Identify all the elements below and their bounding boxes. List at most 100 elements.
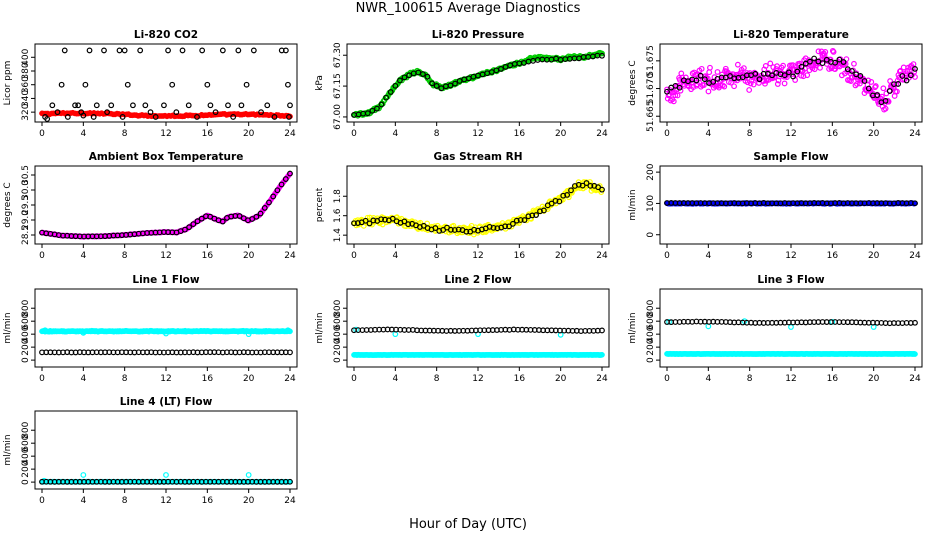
x-tick-label: 0 <box>351 129 357 139</box>
data-series <box>39 349 293 356</box>
data-point <box>287 349 293 356</box>
panel-title: Line 1 Flow <box>132 274 199 286</box>
data-point <box>354 220 361 226</box>
x-tick-label: 24 <box>909 374 921 384</box>
data-point <box>690 84 697 90</box>
data-point <box>230 114 237 120</box>
data-point <box>494 225 501 232</box>
x-tick-label: 0 <box>664 251 670 261</box>
data-point <box>899 73 906 79</box>
panel-title: Gas Stream RH <box>433 151 522 163</box>
data-point <box>710 78 717 85</box>
x-tick-label: 4 <box>80 374 86 384</box>
panel-title: Li-820 Pressure <box>432 29 525 41</box>
x-tick-label: 20 <box>555 374 567 384</box>
data-point <box>579 182 586 189</box>
data-point <box>727 73 733 79</box>
data-point <box>253 213 260 220</box>
y-tick-label: 400 <box>21 447 31 464</box>
y-tick-label: 600 <box>646 312 656 329</box>
figure-title: NWR_100615 Average Diagnostics <box>355 1 581 16</box>
x-tick-label: 4 <box>392 129 398 139</box>
data-series <box>664 200 918 207</box>
data-point <box>907 72 914 79</box>
data-point <box>556 198 563 205</box>
x-tick-label: 0 <box>664 374 670 384</box>
y-tick-label: 800 <box>21 421 31 438</box>
y-tick-label: 1.6 <box>333 208 343 223</box>
x-tick-label: 0 <box>39 129 45 139</box>
data-point <box>529 212 536 219</box>
data-point <box>54 109 61 116</box>
data-point <box>142 102 149 109</box>
data-point <box>204 81 211 88</box>
data-point <box>912 351 918 357</box>
data-point <box>767 60 774 67</box>
data-point <box>564 191 571 198</box>
data-series <box>42 47 293 122</box>
data-point <box>429 80 435 87</box>
panel-li820-co2: Li-820 CO2 Licor ppm 0 4 8 12 16 20 24 3203403603… <box>3 29 298 139</box>
data-point <box>287 478 293 485</box>
y-tick-label: 30.0 <box>21 180 31 200</box>
x-tick-label: 12 <box>472 374 483 384</box>
data-point <box>282 47 289 54</box>
y-tick-label: 29.5 <box>21 195 31 215</box>
data-point <box>285 81 291 88</box>
data-point <box>599 186 605 193</box>
data-point <box>270 193 277 200</box>
data-point <box>405 221 412 228</box>
data-point <box>287 170 293 177</box>
y-tick-label: 600 <box>333 312 343 329</box>
y-tick-label: 400 <box>333 325 343 342</box>
data-point <box>851 60 857 67</box>
data-point <box>731 83 737 90</box>
data-point <box>498 66 504 72</box>
panel-gas-stream-rh: Gas Stream RH percent 0 4 8 12 16 20 24 1.4 1.6 1.8 <box>315 151 610 261</box>
data-point <box>287 102 293 109</box>
data-point <box>80 329 87 336</box>
data-point <box>455 226 462 233</box>
data-point <box>80 472 87 478</box>
data-point <box>717 82 724 89</box>
data-point <box>190 221 197 228</box>
data-point <box>238 102 245 109</box>
y-tick-label: 51.665 <box>646 100 656 132</box>
data-point <box>707 64 713 71</box>
data-point <box>362 217 369 224</box>
data-point <box>840 59 847 65</box>
y-tick-label: 340 <box>21 90 31 107</box>
data-point <box>212 109 219 116</box>
data-point <box>42 327 48 334</box>
data-point <box>108 102 115 109</box>
x-tick-label: 0 <box>664 129 670 139</box>
data-point <box>832 59 839 66</box>
data-point <box>672 92 679 99</box>
data-point <box>752 70 759 77</box>
data-point <box>664 88 670 95</box>
panel-line3-flow: Line 3 Flow ml/min 0 4 8 12 16 20 24 0 20040060080… <box>628 274 923 384</box>
x-tick-label: 20 <box>868 251 880 261</box>
data-point <box>75 102 82 109</box>
x-tick-label: 16 <box>202 129 214 139</box>
data-point <box>865 85 872 92</box>
data-series <box>664 47 918 113</box>
data-series <box>39 109 293 120</box>
data-point <box>93 102 100 109</box>
y-axis-label: ml/min <box>628 312 638 343</box>
x-tick-label: 4 <box>705 129 711 139</box>
y-tick-label: 600 <box>21 312 31 329</box>
data-point <box>517 217 524 223</box>
data-point <box>282 176 289 182</box>
data-point <box>762 62 769 69</box>
data-point <box>885 98 892 105</box>
x-tick-label: 8 <box>747 251 753 261</box>
y-tick-label: 100 <box>646 195 656 212</box>
data-point <box>86 47 93 54</box>
data-point <box>832 66 838 72</box>
data-point <box>774 81 781 87</box>
data-point <box>219 218 226 225</box>
data-point <box>865 77 872 84</box>
y-tick-label: 360 <box>21 76 31 93</box>
